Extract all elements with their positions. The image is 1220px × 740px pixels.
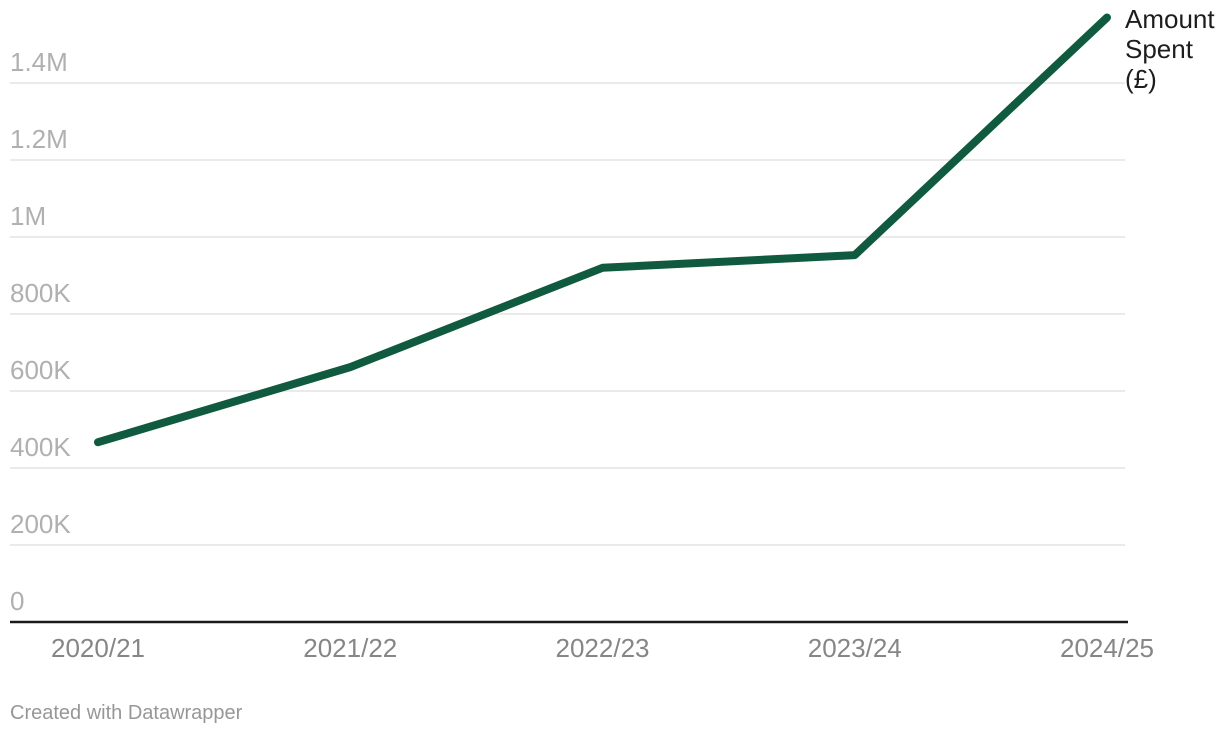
y-axis-tick-label: 1M bbox=[10, 201, 47, 231]
datawrapper-attribution-link[interactable]: Created with Datawrapper bbox=[10, 702, 243, 724]
y-axis-tick-label: 1.2M bbox=[10, 124, 68, 154]
x-axis-tick-label: 2021/22 bbox=[303, 633, 398, 663]
x-axis-tick-label: 2023/24 bbox=[807, 633, 902, 663]
y-axis-tick-label: 600K bbox=[10, 355, 71, 385]
amount-spent-series-line bbox=[94, 13, 1111, 447]
y-axis-tick-label: 800K bbox=[10, 278, 71, 308]
y-axis-tick-label: 400K bbox=[10, 432, 71, 462]
y-axis-tick-label: 1.4M bbox=[10, 47, 68, 77]
x-axis-tick-label: 2020/21 bbox=[51, 633, 145, 663]
x-axis-tick-label: 2024/25 bbox=[1060, 633, 1154, 663]
x-axis-tick-label: 2022/23 bbox=[555, 633, 650, 663]
series-legend-label: Amount Spent (£) bbox=[1125, 4, 1215, 94]
y-axis-tick-label: 200K bbox=[10, 509, 71, 539]
y-axis-tick-label: 0 bbox=[10, 586, 25, 616]
